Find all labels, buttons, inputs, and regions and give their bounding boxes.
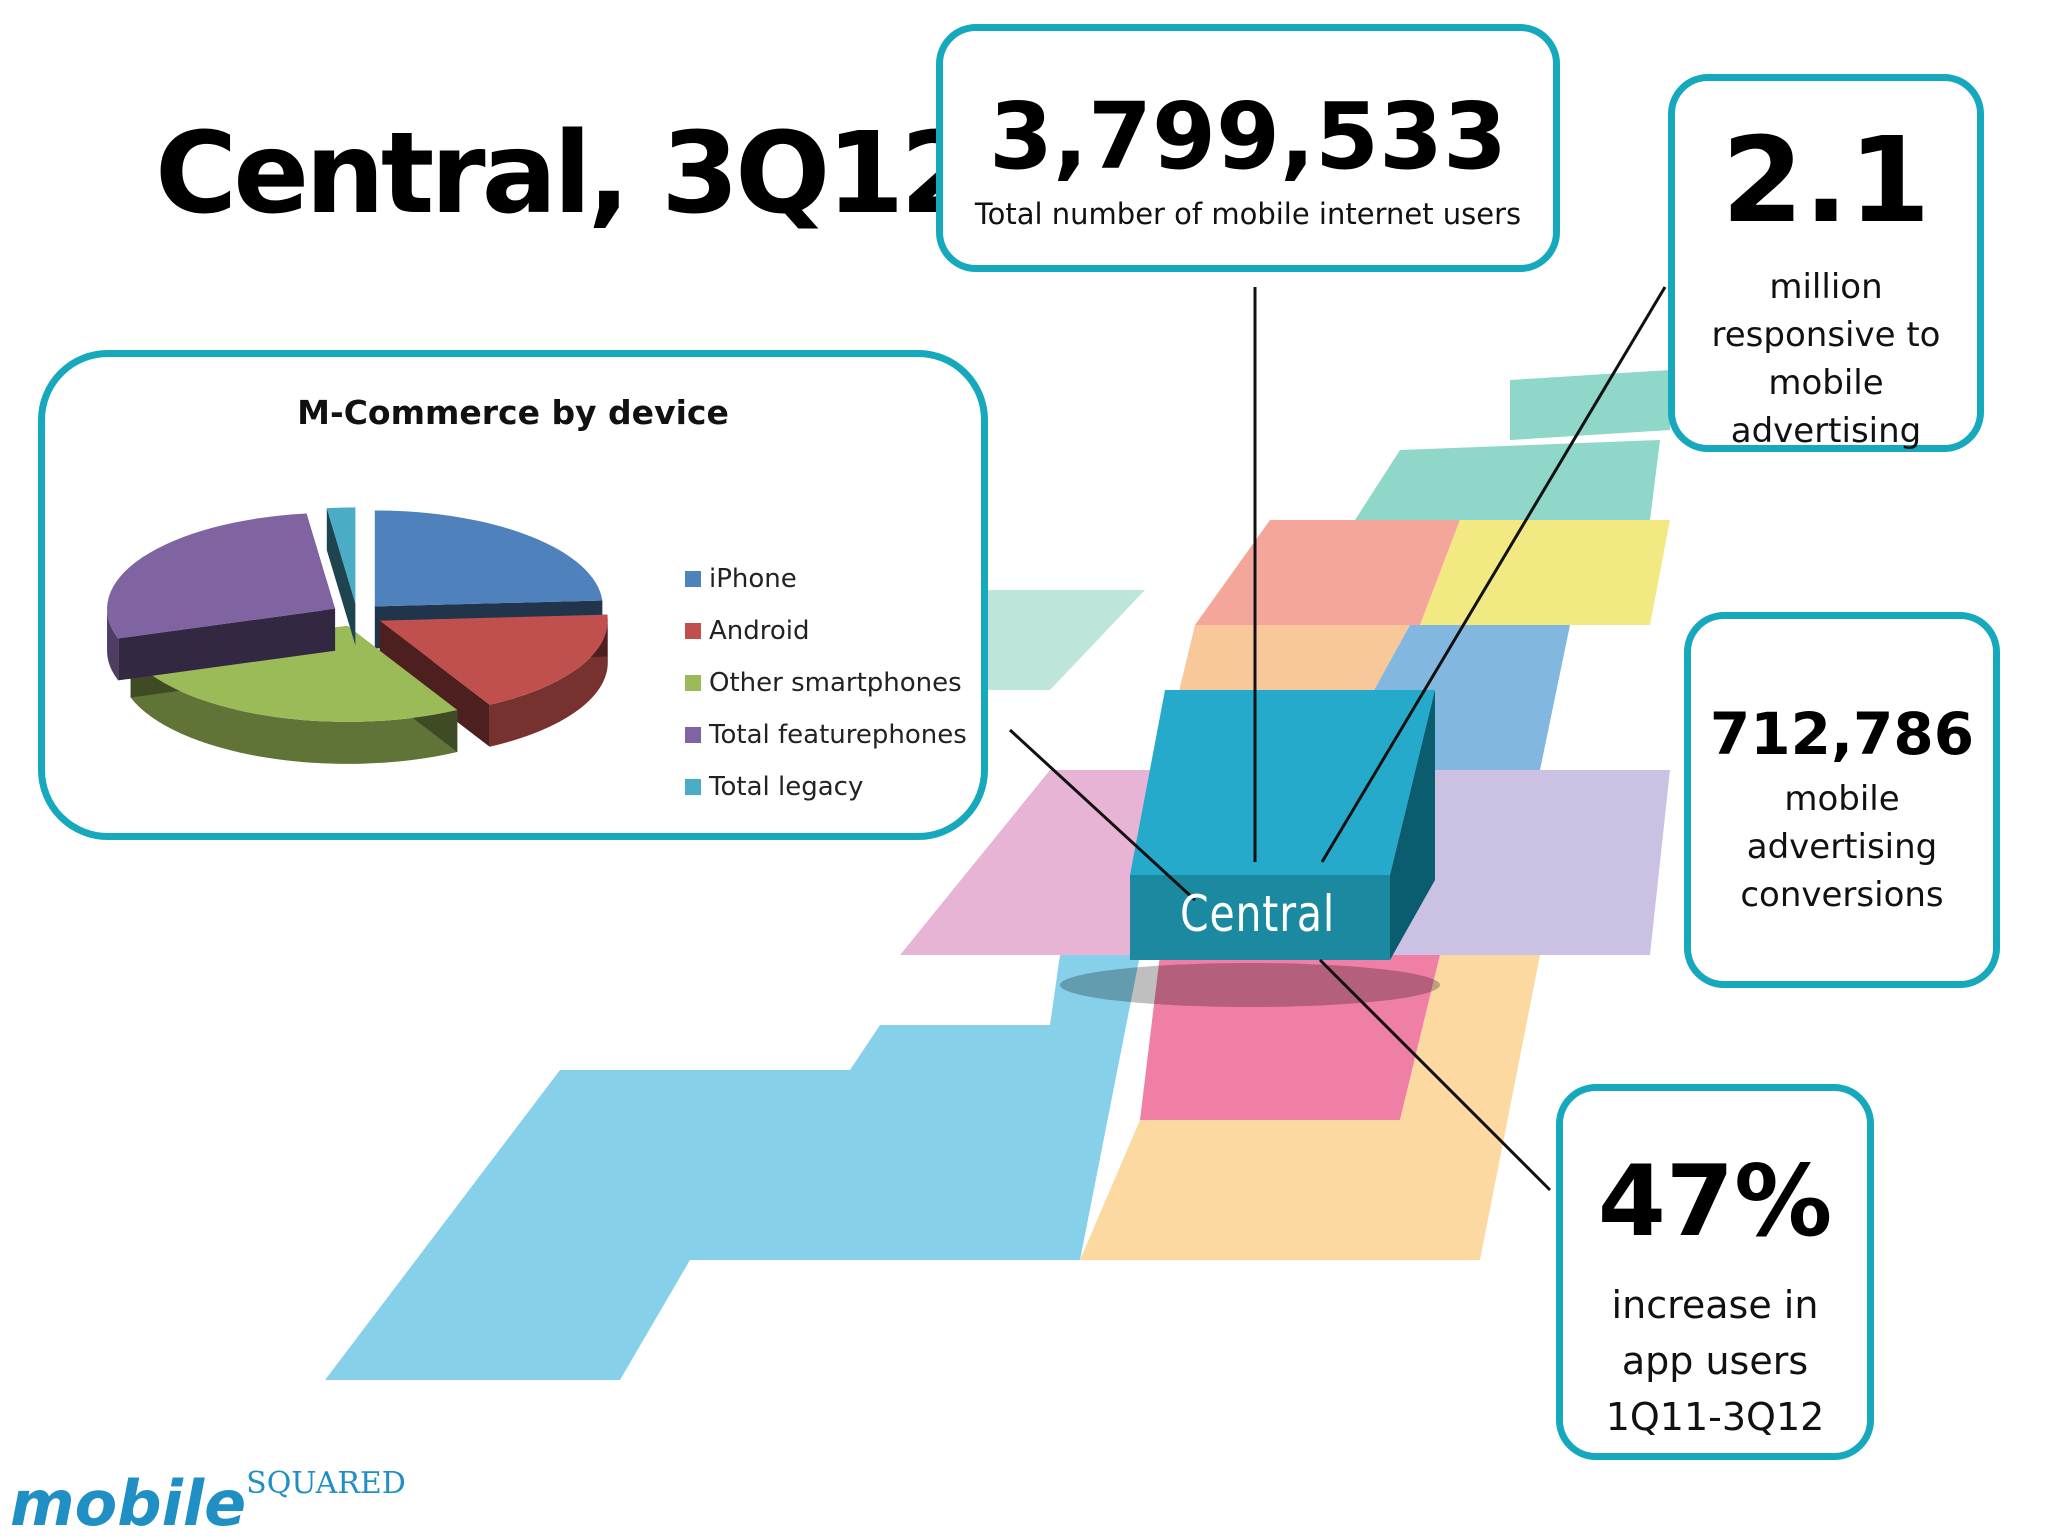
caption-line: increase in bbox=[1611, 1283, 1819, 1327]
caption-line: advertising bbox=[1730, 411, 1922, 451]
map-region-salmon bbox=[1195, 520, 1460, 625]
legend-label: Total legacy bbox=[709, 772, 864, 802]
legend-label: iPhone bbox=[709, 564, 797, 594]
pie-slice-total-featurephones bbox=[107, 513, 336, 681]
brand-logo: mobileSQUARED bbox=[10, 1466, 406, 1540]
caption-line: mobile bbox=[1768, 363, 1884, 403]
connector-line bbox=[1318, 958, 1552, 1192]
responsive-caption: million responsive to mobile advertising bbox=[1675, 263, 1977, 455]
conversions-value: 712,786 bbox=[1709, 700, 1975, 768]
map-region-aqua bbox=[1510, 370, 1670, 440]
responsive-stat: 2.1 million responsive to mobile adverti… bbox=[1668, 74, 1984, 452]
legend-item: Total legacy bbox=[685, 761, 967, 813]
pie-slice-android bbox=[379, 614, 608, 747]
legend-item: Total featurephones bbox=[685, 709, 967, 761]
logo-sup-text: SQUARED bbox=[246, 1466, 406, 1501]
legend-swatch bbox=[685, 675, 701, 691]
legend-swatch bbox=[685, 623, 701, 639]
legend-swatch bbox=[685, 779, 701, 795]
internet-users-stat: 3,799,533 Total number of mobile interne… bbox=[936, 24, 1560, 272]
central-box-top bbox=[1130, 690, 1435, 875]
caption-line: 1Q11-3Q12 bbox=[1605, 1395, 1825, 1439]
map-region-lavender bbox=[1370, 770, 1670, 955]
app-increase-caption: increase in app users 1Q11-3Q12 bbox=[1563, 1277, 1867, 1445]
pie-slice-total-legacy bbox=[326, 507, 356, 646]
pie-chart-panel: M-Commerce by device iPhone Android Other … bbox=[38, 350, 988, 840]
legend-swatch bbox=[685, 727, 701, 743]
central-box-right bbox=[1390, 690, 1435, 960]
pie-legend: iPhone Android Other smartphones Total feat… bbox=[685, 553, 967, 813]
legend-label: Android bbox=[709, 616, 810, 646]
caption-line: advertising bbox=[1746, 827, 1938, 867]
app-increase-value: 47% bbox=[1597, 1145, 1833, 1259]
conversions-stat: 712,786 mobile advertising conversions bbox=[1684, 612, 2000, 988]
connector-line bbox=[1008, 728, 1197, 902]
caption-line: app users bbox=[1621, 1339, 1809, 1383]
legend-label: Total featurephones bbox=[709, 720, 967, 750]
internet-users-value: 3,799,533 bbox=[989, 83, 1507, 190]
legend-item: iPhone bbox=[685, 553, 967, 605]
connector-line bbox=[1320, 286, 1667, 863]
map-region-label: Central bbox=[1180, 885, 1336, 943]
logo-main-text: mobile bbox=[10, 1467, 247, 1540]
legend-item: Android bbox=[685, 605, 967, 657]
app-increase-stat: 47% increase in app users 1Q11-3Q12 bbox=[1556, 1084, 1874, 1460]
box-shadow bbox=[1060, 963, 1440, 1007]
pie-chart-title: M-Commerce by device bbox=[297, 393, 729, 432]
internet-users-caption: Total number of mobile internet users bbox=[974, 197, 1522, 231]
responsive-value: 2.1 bbox=[1721, 111, 1931, 249]
legend-label: Other smartphones bbox=[709, 668, 962, 698]
caption-line: conversions bbox=[1740, 875, 1944, 915]
legend-swatch bbox=[685, 571, 701, 587]
caption-line: million bbox=[1769, 267, 1883, 307]
page-title: Central, 3Q12 bbox=[155, 109, 978, 239]
caption-line: mobile bbox=[1784, 779, 1900, 819]
conversions-caption: mobile advertising conversions bbox=[1691, 775, 1993, 919]
caption-line: responsive to bbox=[1711, 315, 1941, 355]
central-box-front bbox=[1130, 875, 1390, 960]
map-region-peach bbox=[1080, 955, 1540, 1260]
map-region-skyblue bbox=[325, 955, 1140, 1380]
legend-item: Other smartphones bbox=[685, 657, 967, 709]
map-region-yellow bbox=[1420, 520, 1670, 625]
map-region-hotpink bbox=[1140, 955, 1440, 1120]
pie-chart bbox=[107, 507, 608, 764]
map-region-aqua bbox=[1355, 440, 1660, 520]
